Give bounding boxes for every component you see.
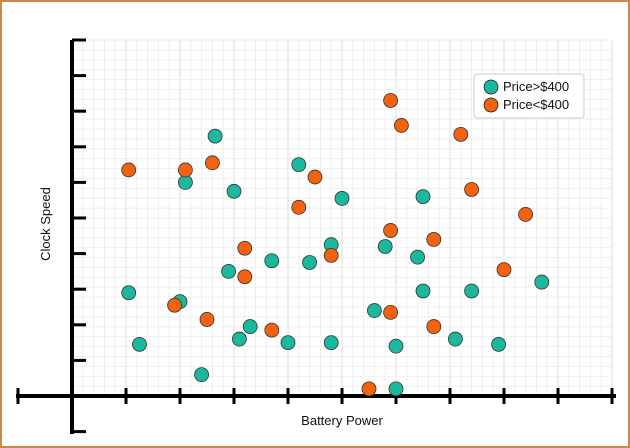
point-price-below-400 [464, 182, 480, 197]
point-price-below-400 [518, 207, 533, 222]
legend-label-price-below-400: Price<$400 [503, 97, 569, 112]
legend-label-price-above-400: Price>$400 [503, 79, 569, 94]
point-price-above-400 [388, 381, 404, 397]
point-price-below-400 [307, 169, 323, 185]
point-price-above-400 [377, 239, 393, 254]
legend: Price>$400 Price<$400 [473, 73, 585, 119]
point-price-above-400 [242, 319, 258, 334]
point-price-below-400 [383, 223, 399, 238]
x-axis-title: Battery Power [301, 413, 383, 428]
point-price-below-400 [323, 247, 339, 263]
point-price-below-400 [291, 199, 307, 215]
y-axis-title: Clock Speed [38, 187, 53, 261]
point-price-below-400 [426, 231, 442, 247]
point-price-below-400 [361, 381, 377, 397]
point-price-above-400 [491, 336, 507, 352]
point-price-below-400 [237, 269, 253, 285]
point-price-above-400 [464, 283, 480, 299]
point-price-above-400 [221, 263, 237, 279]
legend-box [473, 73, 585, 119]
point-price-above-400 [415, 283, 431, 299]
point-price-below-400 [496, 262, 512, 278]
point-price-above-400 [334, 191, 350, 206]
point-price-above-400 [415, 189, 431, 205]
point-price-above-400 [194, 367, 210, 383]
point-price-below-400 [383, 93, 399, 108]
point-price-above-400 [447, 331, 463, 347]
legend-marker-price-below-400 [483, 97, 499, 113]
point-price-above-400 [231, 331, 247, 347]
point-price-above-400 [410, 249, 426, 265]
point-price-below-400 [167, 297, 183, 313]
point-price-below-400 [204, 155, 220, 171]
point-price-above-400 [132, 336, 147, 352]
point-price-below-400 [177, 162, 193, 178]
point-price-above-400 [177, 174, 193, 190]
point-price-above-400 [291, 157, 307, 173]
point-price-above-400 [280, 335, 296, 351]
point-price-below-400 [264, 322, 280, 338]
point-price-below-400 [426, 319, 442, 334]
point-price-above-400 [264, 253, 280, 269]
axis-ticks [16, 38, 614, 434]
point-price-above-400 [366, 303, 382, 318]
point-price-below-400 [393, 118, 409, 133]
axes [16, 40, 616, 434]
legend-marker-price-above-400 [483, 79, 499, 95]
point-price-below-400 [199, 312, 215, 327]
point-price-above-400 [534, 274, 550, 290]
point-price-above-400 [207, 128, 223, 144]
point-price-below-400 [237, 240, 253, 256]
point-price-below-400 [383, 304, 399, 320]
point-price-below-400 [453, 126, 469, 142]
point-price-above-400 [226, 183, 242, 199]
point-price-above-400 [323, 335, 339, 351]
point-price-below-400 [121, 162, 137, 178]
point-price-above-400 [388, 338, 404, 354]
data-points [121, 93, 550, 397]
point-price-above-400 [302, 255, 318, 270]
point-price-above-400 [121, 285, 137, 301]
